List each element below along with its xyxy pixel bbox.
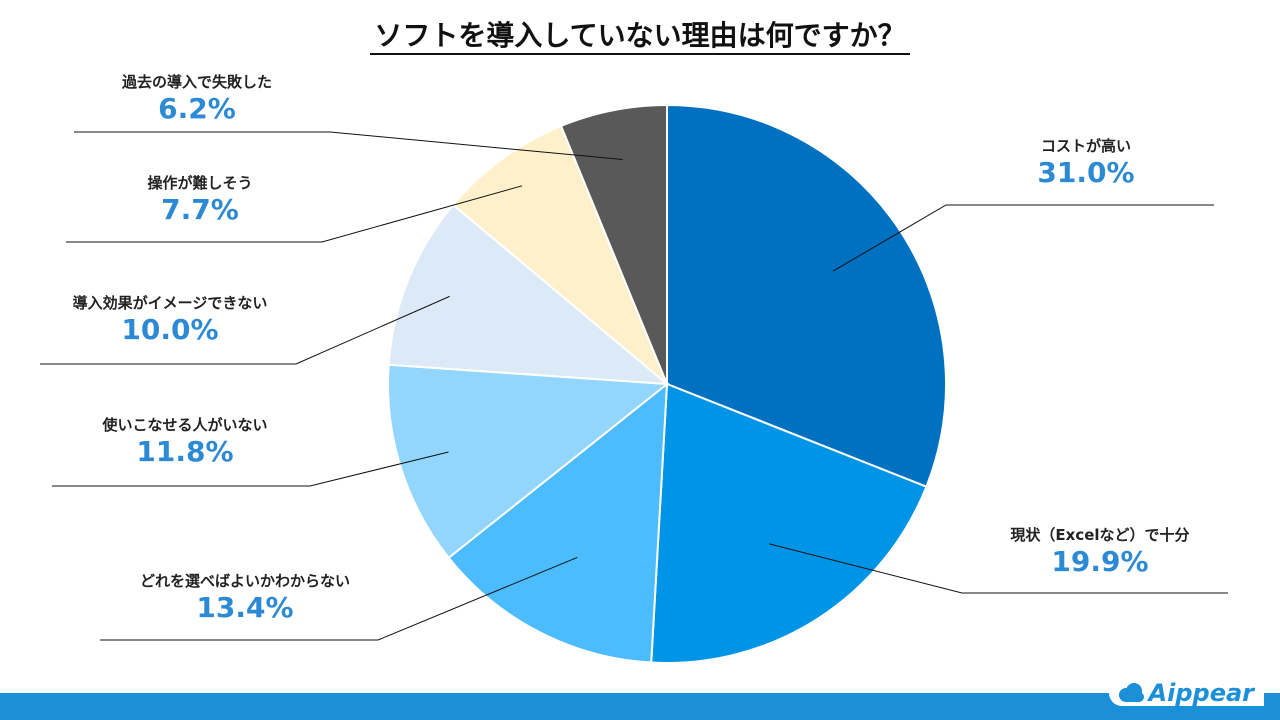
leader-line: [74, 131, 623, 161]
value-label: 6.2%: [158, 92, 236, 125]
label-cost: コストが高い 31.0%: [1000, 136, 1172, 190]
footer-bar: [0, 693, 1280, 720]
value-label: 10.0%: [121, 313, 219, 346]
value-label: 31.0%: [1037, 156, 1135, 189]
category-label: どれを選べばよいかわからない: [139, 572, 350, 590]
category-label: 導入効果がイメージできない: [72, 294, 268, 312]
pie-slice: [650, 382, 928, 664]
category-label: 使いこなせる人がいない: [102, 416, 268, 434]
pie-slice: [666, 103, 947, 489]
leader-line: [66, 185, 523, 243]
pie-slice: [387, 203, 671, 386]
value-label: 19.9%: [1051, 545, 1149, 578]
label-current-sufficient: 現状（Excelなど）で十分 19.9%: [970, 525, 1230, 579]
pie-slice: [447, 381, 669, 664]
leader-line: [100, 556, 578, 641]
value-label: 11.8%: [136, 435, 234, 468]
label-cant-imagine-effect: 導入効果がイメージできない 10.0%: [30, 293, 310, 347]
leader-line: [832, 204, 1214, 272]
brand-name: Aippear: [1148, 679, 1254, 707]
category-label: 過去の導入で失敗した: [121, 73, 272, 91]
chart-title: ソフトを導入していない理由は何ですか？: [0, 14, 1280, 55]
leader-line: [769, 543, 1228, 594]
pie-slice: [387, 363, 670, 560]
label-no-skilled-users: 使いこなせる人がいない 11.8%: [55, 415, 315, 469]
leader-line: [40, 295, 450, 365]
label-dont-know-which: どれを選べばよいかわからない 13.4%: [100, 571, 390, 625]
label-looks-difficult: 操作が難しそう 7.7%: [100, 173, 300, 227]
category-label: 現状（Excelなど）で十分: [1010, 526, 1190, 544]
category-label: 操作が難しそう: [147, 174, 253, 192]
label-past-failure: 過去の導入で失敗した 6.2%: [90, 72, 304, 126]
category-label: コストが高い: [1040, 137, 1131, 155]
value-label: 13.4%: [196, 591, 294, 624]
leader-line: [52, 451, 449, 487]
pie-slice: [559, 103, 668, 385]
brand-logo: Aippear: [1108, 679, 1264, 707]
cloud-icon: [1118, 683, 1144, 702]
value-label: 7.7%: [161, 193, 239, 226]
